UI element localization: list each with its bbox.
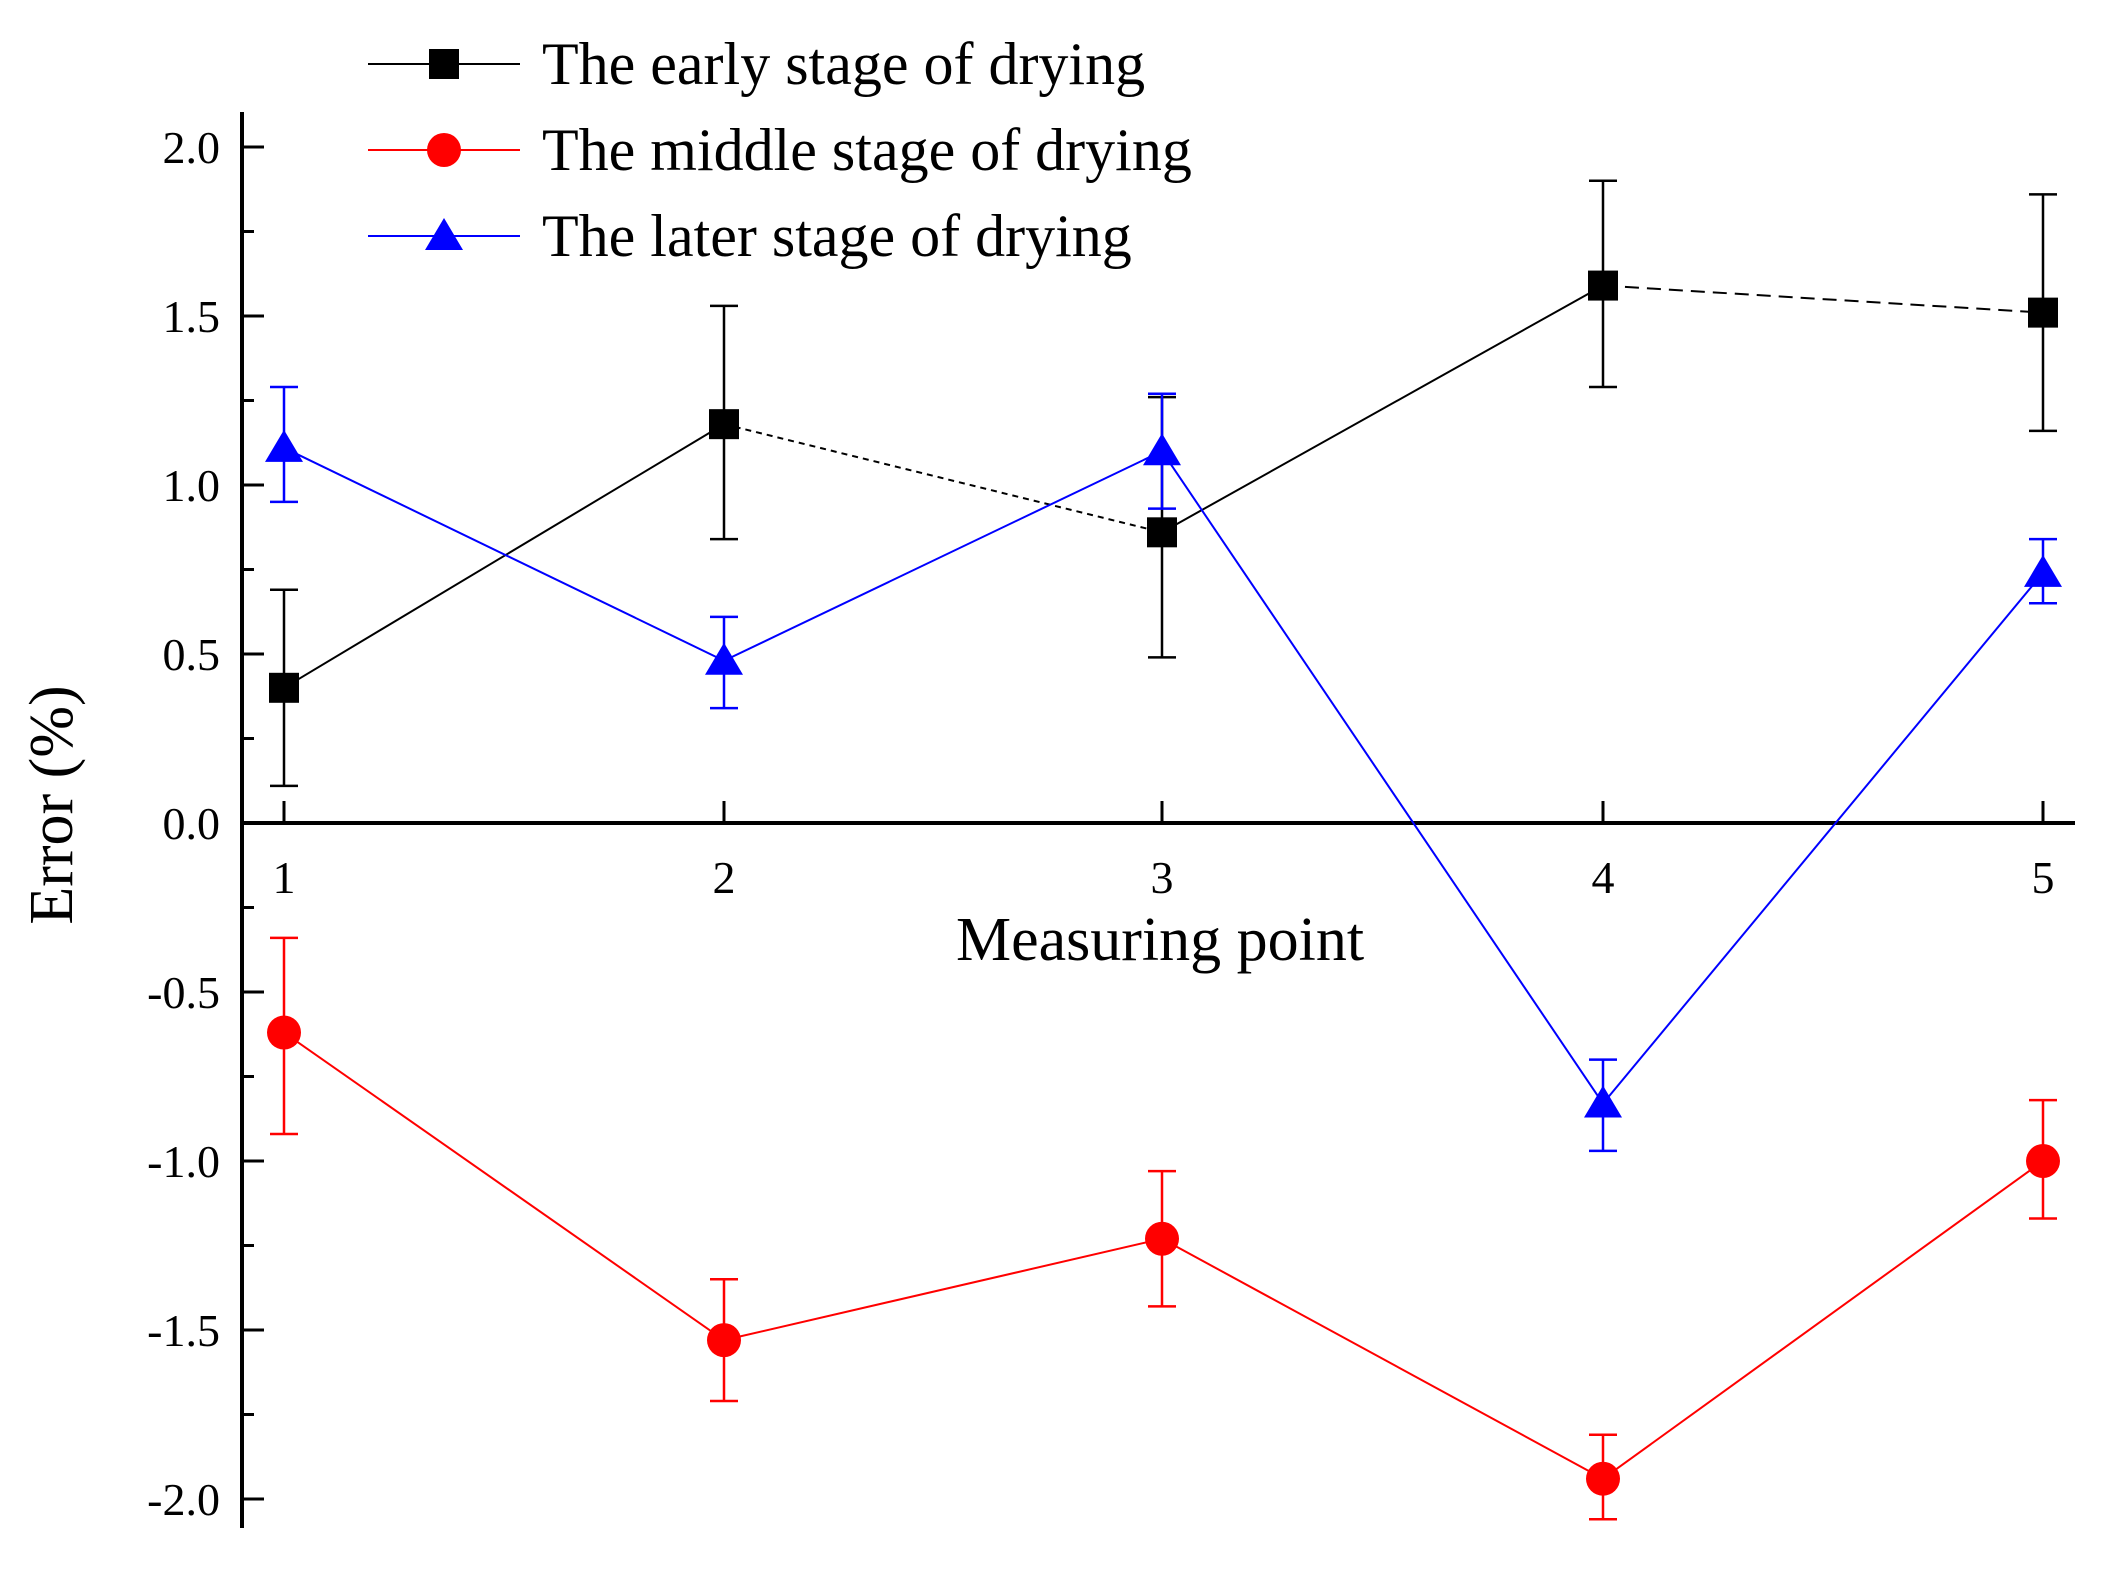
data-point — [707, 1323, 741, 1358]
series-line-segment — [1602, 1160, 2044, 1480]
data-point — [1147, 517, 1177, 548]
data-point — [267, 1015, 301, 1050]
data-point — [269, 672, 299, 703]
data-point — [1584, 1085, 1622, 1118]
legend: The early stage of drying The middle stag… — [368, 31, 1192, 269]
data-point — [705, 642, 743, 675]
series-line-segment — [1602, 284, 2044, 314]
y-tick-label: -1.5 — [147, 1305, 220, 1356]
axes: 2.0 1.5 1.0 0.5 0.0 -0.5 -1.0 -1.5 -2.0 1 2 3 4 5 — [147, 112, 2075, 1528]
y-tick-label: -1.0 — [147, 1136, 220, 1187]
x-tick-label: 5 — [2032, 852, 2055, 903]
series-line-segment — [723, 423, 1163, 534]
x-tick-label: 4 — [1592, 852, 1615, 903]
series-line-segment — [723, 1237, 1163, 1342]
legend-marker — [429, 49, 459, 79]
data-point — [1588, 270, 1618, 301]
series-markers — [265, 270, 2062, 1496]
x-tick-label: 1 — [273, 852, 296, 903]
series-line-segment — [723, 450, 1163, 662]
series-line-segment — [1602, 572, 2044, 1105]
y-tick-label: 2.0 — [163, 122, 221, 173]
series-line-segment — [1161, 284, 1604, 534]
legend-marker — [425, 218, 463, 250]
legend-marker — [427, 133, 461, 167]
series-line-segment — [283, 1031, 725, 1341]
series-line-segment — [1161, 450, 1604, 1105]
legend-label: The middle stage of drying — [542, 117, 1192, 183]
y-axis-title: Error (%) — [18, 685, 86, 924]
data-point — [1143, 433, 1181, 466]
y-tick-label: -0.5 — [147, 967, 220, 1018]
error-bars — [270, 179, 2057, 1521]
y-tick-label: 0.0 — [163, 798, 221, 849]
y-tick-label: 0.5 — [163, 629, 221, 680]
y-tick-label: 1.5 — [163, 291, 221, 342]
legend-label: The early stage of drying — [542, 31, 1145, 97]
data-point — [2026, 1144, 2060, 1178]
x-axis-title: Measuring point — [956, 906, 1364, 974]
data-point — [265, 429, 303, 462]
data-point — [1586, 1461, 1620, 1496]
data-point — [1145, 1221, 1179, 1256]
x-tick-label: 3 — [1151, 852, 1174, 903]
legend-label: The later stage of drying — [542, 203, 1132, 269]
data-point — [709, 409, 739, 440]
x-tick-label: 2 — [713, 852, 736, 903]
y-tick-label: -2.0 — [147, 1474, 220, 1525]
y-tick-label: 1.0 — [163, 460, 221, 511]
series-line-segment — [1161, 1237, 1604, 1480]
data-point — [2028, 297, 2058, 328]
series-line-segment — [283, 446, 725, 662]
data-point — [2024, 554, 2062, 587]
series-lines — [283, 284, 2044, 1480]
series-line-segment — [283, 423, 725, 689]
